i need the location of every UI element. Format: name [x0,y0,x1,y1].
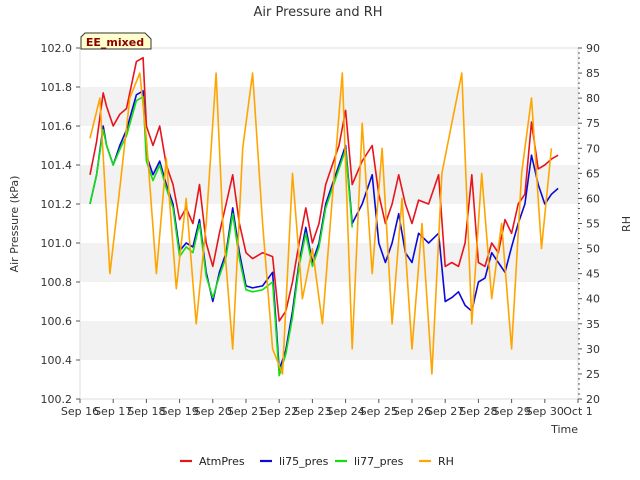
y-right-tick-label: 85 [586,67,600,80]
y-right-tick-label: 70 [586,142,600,155]
grid-band [80,48,578,87]
x-axis-label: Time [550,423,578,436]
x-tick-label: Sep 25 [360,405,398,418]
y-right-tick-label: 40 [586,293,600,306]
y-right-tick-label: 65 [586,167,600,180]
y-axis-left-label: Air Pressure (kPa) [8,176,21,273]
legend: AtmPres li75_pres li77_pres RH [180,455,454,468]
y-left-tick-label: 101.0 [41,237,73,250]
series-line-atmpres [89,56,559,322]
x-tick-label: Sep 17 [94,405,132,418]
y-right-tick-label: 60 [586,192,600,205]
y-left-tick-label: 101.2 [41,198,73,211]
series-line-rh [89,72,553,375]
x-tick-label: Sep 27 [426,405,464,418]
series-line-li77_pres [89,96,353,377]
y-left-tick-label: 100.6 [41,315,73,328]
x-tick-label: Sep 23 [293,405,331,418]
y-axis-left: 100.2 100.4 100.6 100.8 101.0 101.2 101.4 101.6… [41,42,80,406]
x-tick-label: Sep 21 [227,405,265,418]
x-tick-label: Sep 18 [127,405,165,418]
y-left-tick-label: 100.2 [41,393,73,406]
y-axis-right-label: RH [620,216,633,232]
x-tick-label: Sep 22 [260,405,298,418]
x-tick-label: Oct 1 [563,405,593,418]
y-left-tick-label: 101.6 [41,120,73,133]
grid-band [80,360,578,399]
x-tick-label: Sep 30 [526,405,564,418]
y-axis-right: 20 25 30 35 40 45 50 55 60 65 70 75 80 85 90 [578,42,600,406]
y-left-tick-label: 100.4 [41,354,73,367]
y-right-tick-label: 45 [586,268,600,281]
y-right-tick-label: 25 [586,368,600,381]
legend-label-rh: RH [438,455,454,468]
y-right-tick-label: 20 [586,393,600,406]
grid-band [80,126,578,165]
y-left-tick-label: 101.4 [41,159,73,172]
y-left-tick-label: 101.8 [41,81,73,94]
y-right-tick-label: 90 [586,42,600,55]
series-layer [89,56,559,377]
x-tick-label: Sep 24 [326,405,364,418]
x-tick-label: Sep 28 [459,405,497,418]
y-right-tick-label: 50 [586,243,600,256]
y-left-tick-label: 102.0 [41,42,73,55]
y-right-tick-label: 55 [586,218,600,231]
x-tick-label: Sep 29 [492,405,530,418]
site-badge-label: EE_mixed [86,36,144,49]
chart-title: Air Pressure and RH [253,5,382,20]
x-tick-label: Sep 26 [393,405,431,418]
y-right-tick-label: 80 [586,92,600,105]
y-left-tick-label: 100.8 [41,276,73,289]
grid-band [80,87,578,126]
y-right-tick-label: 30 [586,343,600,356]
legend-label-li75_pres: li75_pres [279,455,329,468]
x-tick-label: Sep 20 [194,405,232,418]
site-badge: EE_mixed [80,32,152,50]
x-tick-label: Sep 19 [160,405,198,418]
y-right-tick-label: 35 [586,318,600,331]
y-right-tick-label: 75 [586,117,600,130]
grid-bands [80,48,578,399]
legend-label-atmpres: AtmPres [199,455,245,468]
grid-band [80,321,578,360]
legend-label-li77_pres: li77_pres [354,455,404,468]
x-tick-label: Sep 16 [61,405,99,418]
grid-band [80,282,578,321]
